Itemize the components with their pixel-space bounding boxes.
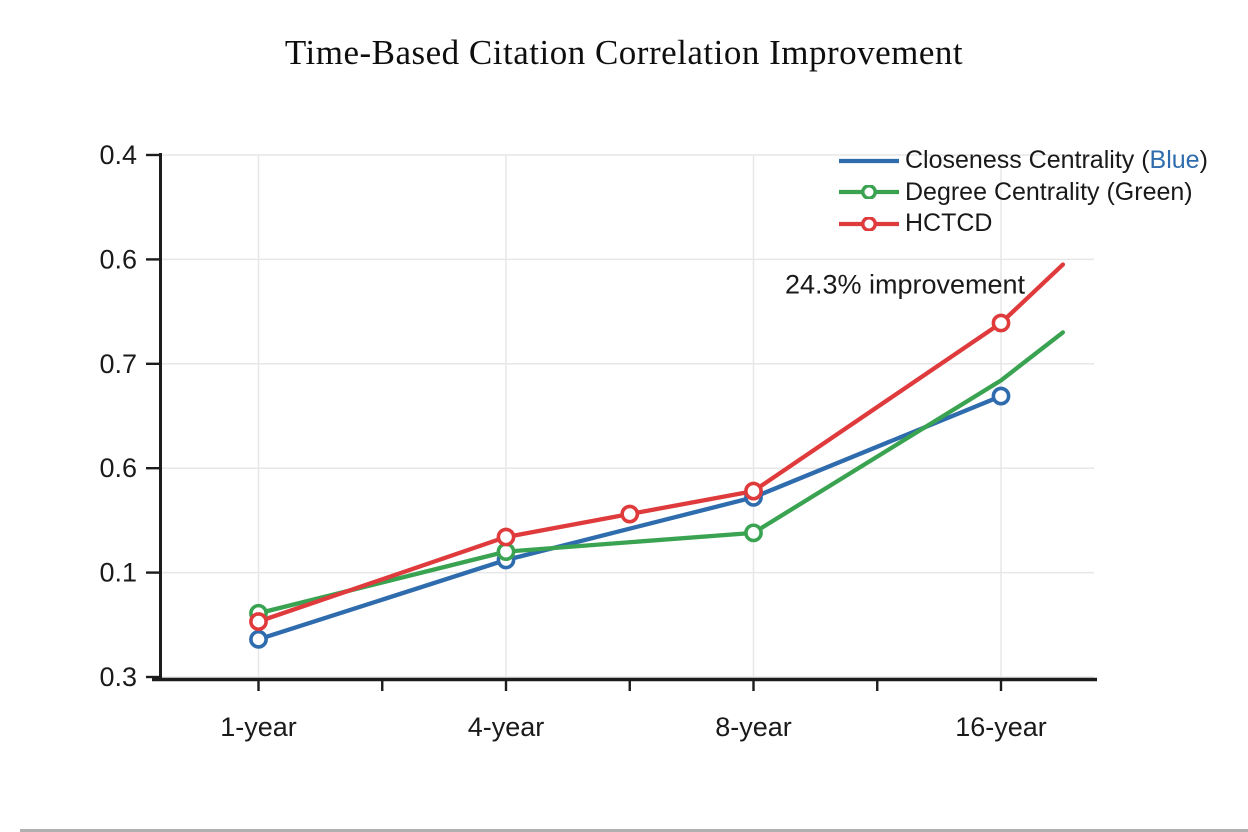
legend-swatch-line-icon (839, 216, 899, 231)
x-tick-label: 1-year (220, 712, 297, 742)
chart-legend: Closeness Centrality (Blue) Degree Centra… (838, 145, 1208, 240)
y-tick-label: 0.6 (99, 244, 137, 274)
data-point-marker (249, 629, 268, 649)
y-tick-label: 0.6 (99, 453, 137, 483)
y-tick-label: 0.1 (99, 558, 137, 588)
legend-item: Closeness Centrality (Blue) (838, 145, 1208, 177)
legend-item: Degree Centrality (Green) (838, 177, 1208, 209)
legend-item-label: Closeness Centrality (Blue) (905, 146, 1208, 175)
y-tick-label: 0.4 (99, 140, 137, 170)
legend-item-label: HCTCD (905, 209, 993, 238)
x-tick-label: 16-year (955, 712, 1047, 742)
legend-marker-circle-icon (861, 185, 877, 200)
series-line (256, 262, 1066, 624)
legend-item: HCTCD (838, 208, 1208, 240)
legend-swatch-line-icon (839, 158, 899, 163)
y-tick-label: 0.3 (99, 662, 137, 692)
legend-item-label: Degree Centrality (Green) (905, 177, 1193, 206)
bottom-edge-line (20, 829, 1248, 832)
y-tick-label: 0.7 (99, 349, 137, 379)
series-line (256, 330, 1066, 616)
legend-marker-circle-icon (861, 216, 877, 231)
data-point-marker (496, 527, 516, 547)
data-point-marker (991, 386, 1011, 406)
data-point-marker (744, 481, 763, 501)
improvement-annotation: 24.3% improvement (784, 269, 1026, 300)
chart-title: Time-Based Citation Correlation Improvem… (284, 33, 964, 72)
series-line (256, 393, 1004, 642)
data-point-marker (991, 313, 1011, 333)
data-point-marker (744, 523, 763, 543)
x-tick-label: 4-year (468, 712, 545, 742)
data-point-marker (249, 612, 268, 631)
legend-swatch-line-icon (839, 185, 899, 200)
x-tick-label: 8-year (715, 712, 792, 742)
data-point-marker (620, 504, 640, 524)
